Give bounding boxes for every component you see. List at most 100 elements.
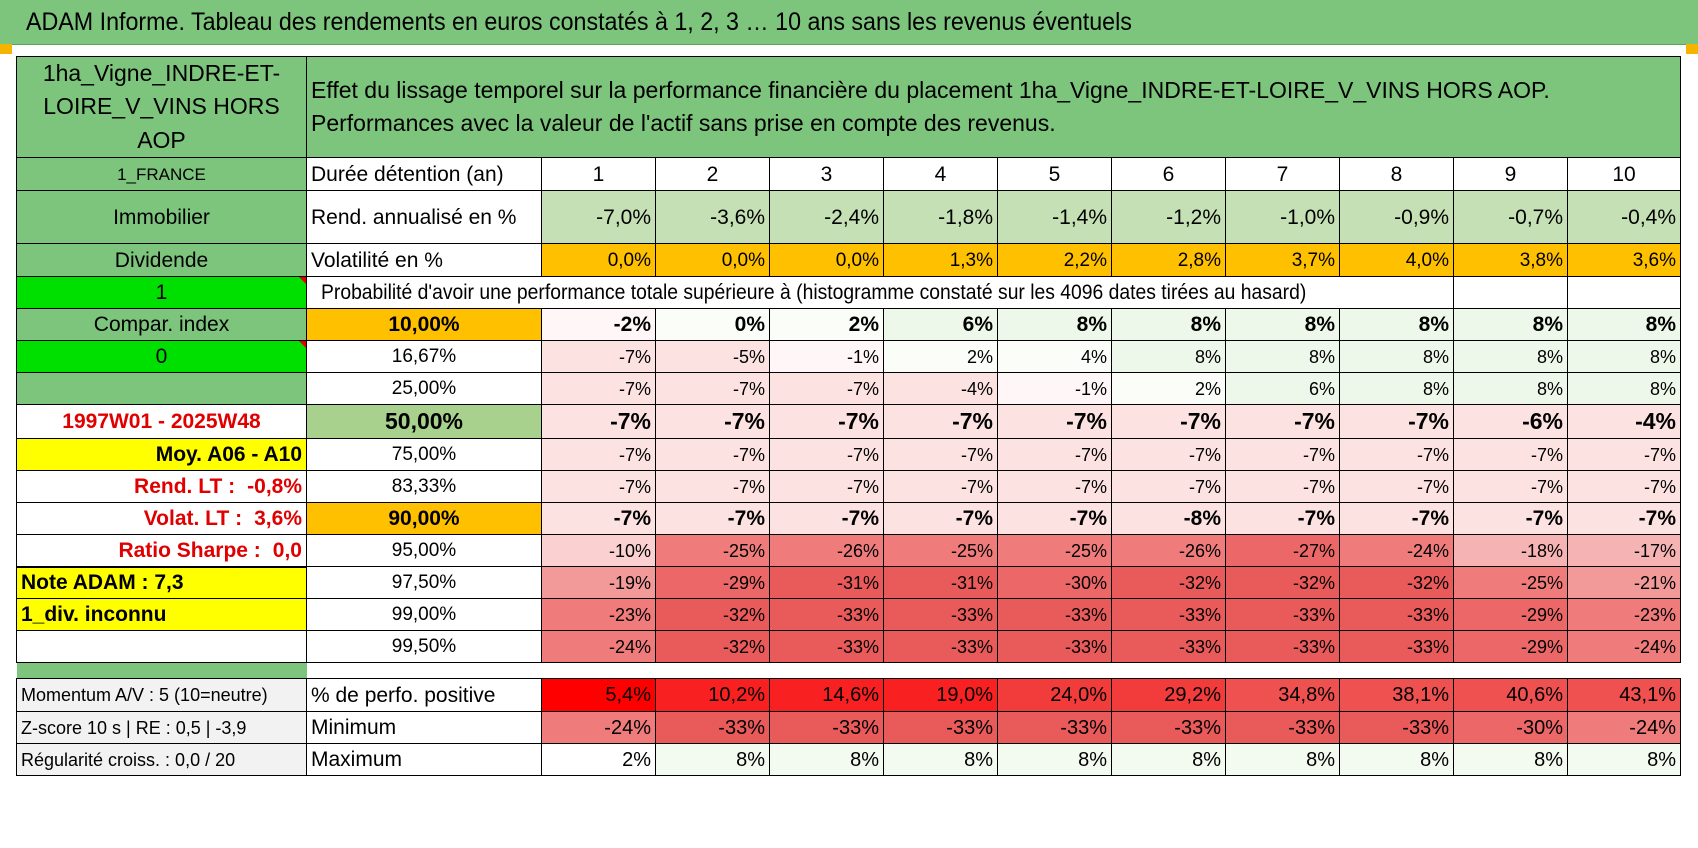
prob-value: -4% (883, 372, 998, 406)
prob-value: -7% (1339, 470, 1454, 504)
prob-value: -29% (1453, 598, 1568, 632)
prob-value: -26% (1111, 534, 1226, 568)
prob-value-text: -33% (1064, 604, 1107, 625)
prob-value: -17% (1567, 534, 1681, 568)
pct-positive-value-text: 43,1% (1619, 684, 1676, 707)
prob-value: 6% (1225, 372, 1340, 406)
income-type: Dividende (16, 243, 307, 278)
prob-value-text: -25% (950, 540, 993, 561)
year-header-text: 4 (934, 162, 947, 186)
vol-value-text: 3,6% (1632, 249, 1676, 271)
prob-value-text: -7% (1069, 507, 1107, 531)
volat-lt: Volat. LT : 3,6% (16, 502, 307, 536)
prob-value: -33% (1225, 598, 1340, 632)
minimum-label-text: Minimum (311, 716, 397, 740)
prob-value: -7% (655, 404, 770, 440)
vol-value-text: 3,7% (1291, 249, 1335, 271)
pct-positive-value: 40,6% (1453, 678, 1568, 713)
prob-value: -31% (769, 566, 884, 600)
momentum: Momentum A/V : 5 (10=neutre) (16, 678, 307, 713)
pct-positive-value: 38,1% (1339, 678, 1454, 713)
year-header-text: 10 (1612, 162, 1636, 186)
flag-1-text: 1 (155, 281, 168, 305)
prob-value: -29% (1453, 630, 1568, 664)
prob-value: -5% (655, 340, 770, 374)
prob-value-text: 2% (1194, 378, 1221, 399)
prob-value: -7% (655, 372, 770, 406)
sharpe-value: 0,0 (272, 538, 302, 562)
prob-value-text: 8% (1418, 313, 1449, 337)
vol-value: 3,6% (1567, 243, 1681, 278)
minimum-value-text: -33% (1288, 716, 1335, 739)
spacer-green (16, 662, 307, 679)
prob-value-text: -33% (1178, 636, 1221, 657)
prob-value: -7% (997, 404, 1112, 440)
prob-value-text: 8% (1536, 378, 1563, 399)
minimum-value-text: -33% (946, 716, 993, 739)
year-header: 8 (1339, 157, 1454, 192)
maximum-value: 8% (1339, 743, 1454, 777)
pct-positive-value: 43,1% (1567, 678, 1681, 713)
prob-value: -7% (541, 404, 656, 440)
prob-value-text: -7% (1638, 507, 1676, 531)
minimum-row: Z-score 10 s | RE : 0,5 | -3,9 Minimum -24… (16, 711, 1681, 745)
prob-value-text: -7% (1188, 476, 1221, 497)
rend-value-text: -1,0% (1280, 205, 1335, 229)
prob-threshold-text: 95,00% (391, 540, 457, 562)
prob-value: -23% (541, 598, 656, 632)
prob-row: 1_div. inconnu 99,00% -23% -32% -33% -33% -33%… (16, 598, 1681, 632)
report-title: ADAM Informe. Tableau des rendements en … (26, 8, 1132, 36)
prob-value: 8% (1225, 340, 1340, 374)
prob-value-text: -8% (1183, 507, 1221, 531)
maximum-value-text: 2% (622, 748, 651, 771)
prob-value: -33% (1111, 598, 1226, 632)
regularite-text: Régularité croiss. : 0,0 / 20 (21, 749, 236, 770)
prob-value-text: -6% (1522, 408, 1563, 435)
prob-value-text: -7% (613, 507, 651, 531)
year-header: 1 (541, 157, 656, 192)
rend-value-text: -7,0% (596, 205, 651, 229)
category: Immobilier (16, 190, 307, 245)
prob-value: 8% (1339, 340, 1454, 374)
prob-threshold: 99,00% (306, 598, 542, 632)
prob-value: -7% (655, 438, 770, 472)
prob-value-text: -32% (1178, 572, 1221, 593)
income-type-text: Dividende (114, 248, 209, 272)
prob-value-text: 8% (1304, 313, 1335, 337)
avg-range-text: Moy. A06 - A10 (155, 443, 302, 467)
period: 1997W01 - 2025W48 (16, 404, 307, 440)
prob-threshold: 50,00% (306, 404, 542, 440)
prob-value-text: -25% (722, 540, 765, 561)
year-header-text: 2 (706, 162, 719, 186)
prob-threshold: 10,00% (306, 308, 542, 342)
prob-value-text: -31% (950, 572, 993, 593)
prob-value: -19% (541, 566, 656, 600)
prob-value-text: -7% (618, 378, 651, 399)
rend-row: Immobilier Rend. annualisé en % -7,0% -3,6%… (16, 190, 1681, 245)
prob-row: Compar. index 10,00% -2% 0% 2% 6% 8% 8% 8% 8% 8% 8% (16, 308, 1681, 342)
maximum-value: 8% (997, 743, 1112, 777)
prob-value: -7% (541, 502, 656, 536)
pct-positive-value-text: 14,6% (822, 684, 879, 707)
vol-value: 0,0% (541, 243, 656, 278)
prob-value-text: -7% (955, 507, 993, 531)
vol-label: Volatilité en % (306, 243, 542, 278)
maximum-value-text: 8% (1420, 748, 1449, 771)
prob-value: 6% (883, 308, 998, 342)
pct-positive-value-text: 38,1% (1392, 684, 1449, 707)
rend-value-text: -1,2% (1166, 205, 1221, 229)
spacer-row (16, 662, 1681, 679)
prob-value-text: -7% (1416, 444, 1449, 465)
prob-value: -7% (769, 502, 884, 536)
prob-threshold: 83,33% (306, 470, 542, 504)
minimum-value-text: -24% (604, 716, 651, 739)
regularite: Régularité croiss. : 0,0 / 20 (16, 743, 307, 777)
prob-value-text: -29% (1520, 604, 1563, 625)
prob-value: -7% (1225, 404, 1340, 440)
minimum-value-text: -24% (1629, 716, 1676, 739)
maximum-value-text: 8% (1306, 748, 1335, 771)
vol-value: 3,7% (1225, 243, 1340, 278)
prob-value: -7% (1225, 502, 1340, 536)
prob-value-text: -1% (846, 346, 879, 367)
prob-value: -7% (1225, 438, 1340, 472)
